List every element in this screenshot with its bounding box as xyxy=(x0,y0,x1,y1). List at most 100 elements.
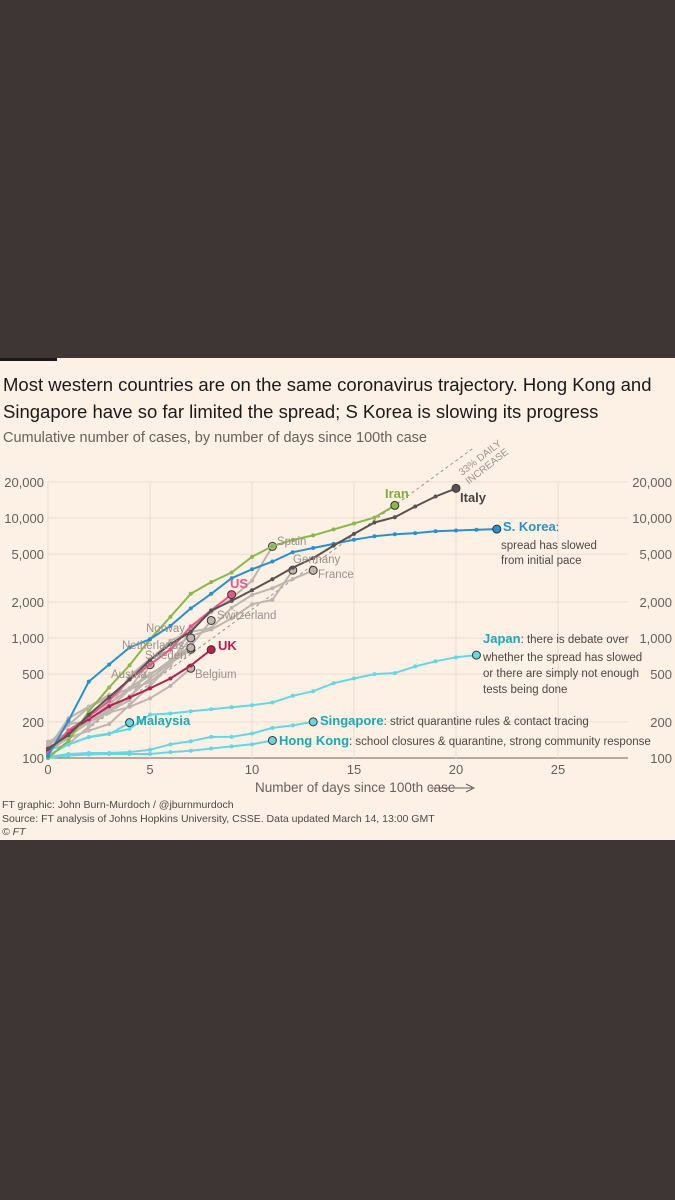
series-endpoint-singapore xyxy=(308,717,318,727)
label-france: France xyxy=(318,569,354,581)
y-tick-label-right: 20,000 xyxy=(632,475,672,490)
data-point xyxy=(66,718,71,723)
data-point xyxy=(372,515,377,520)
data-point xyxy=(46,753,50,758)
data-point xyxy=(127,695,132,700)
data-point xyxy=(209,707,214,712)
data-point xyxy=(352,521,356,526)
footer-credit: FT graphic: John Burn-Murdoch / @jburnmu… xyxy=(2,799,234,811)
series-line-iran xyxy=(47,504,396,759)
data-point xyxy=(148,671,152,676)
data-point xyxy=(86,705,91,710)
label-italy: Italy xyxy=(460,490,487,505)
series-endpoint-japan xyxy=(471,650,481,660)
y-tick-label-left: 500 xyxy=(22,667,44,682)
series-line-hong-kong xyxy=(47,739,273,759)
data-point xyxy=(148,686,152,691)
data-point xyxy=(127,663,132,668)
data-point xyxy=(250,567,254,572)
data-point xyxy=(270,559,275,564)
chart-subtitle: Cumulative number of cases, by number of… xyxy=(3,430,427,446)
label-spain: Spain xyxy=(277,536,306,548)
japan-note-1: whether the spread has slowed xyxy=(482,652,642,664)
data-point xyxy=(392,532,397,537)
data-point xyxy=(209,608,214,613)
data-point xyxy=(250,554,254,559)
data-point xyxy=(168,750,173,755)
label-singapore: Singapore: strict quarantine rules & con… xyxy=(320,713,589,728)
data-point xyxy=(372,672,377,677)
data-point xyxy=(168,614,173,619)
y-tick-label-left: 2,000 xyxy=(11,595,44,610)
label-austria: Austria xyxy=(111,669,147,681)
series-endpoint-iran xyxy=(390,500,400,510)
data-point xyxy=(168,683,173,688)
data-point xyxy=(107,751,112,756)
japan-note-2: or there are simply not enough xyxy=(483,668,639,680)
data-point xyxy=(66,728,71,733)
data-point xyxy=(250,588,254,593)
data-point xyxy=(290,565,295,570)
data-point xyxy=(229,734,234,739)
data-point xyxy=(66,738,71,743)
data-point xyxy=(454,655,458,660)
data-point xyxy=(188,663,193,668)
series-endpoint-uk xyxy=(206,645,216,655)
data-point xyxy=(209,626,214,631)
data-point xyxy=(168,647,173,652)
data-point xyxy=(250,703,254,708)
data-point xyxy=(107,722,112,727)
data-point xyxy=(413,531,418,536)
y-tick-label-right: 100 xyxy=(650,751,672,766)
y-tick-label-left: 10,000 xyxy=(4,511,44,526)
label-switzerland: Switzerland xyxy=(217,610,276,622)
x-tick-label: 20 xyxy=(449,762,463,777)
japan-note-3: tests being done xyxy=(483,684,567,696)
y-tick-label-left: 200 xyxy=(22,715,44,730)
y-tick-label-right: 5,000 xyxy=(639,547,672,562)
data-point xyxy=(168,642,173,647)
data-point xyxy=(168,660,173,665)
s-korea-note-1: spread has slowed xyxy=(501,540,597,552)
label-s-korea: S. Korea: xyxy=(503,519,559,534)
data-point xyxy=(188,624,193,629)
data-point xyxy=(148,637,152,642)
series-japan xyxy=(46,650,481,758)
data-point xyxy=(229,616,234,621)
data-point xyxy=(148,676,152,681)
data-point xyxy=(290,723,295,728)
x-axis-arrow-icon xyxy=(430,783,476,793)
data-point xyxy=(86,709,91,714)
data-point xyxy=(209,580,214,585)
data-point xyxy=(290,693,295,698)
data-point xyxy=(66,751,71,756)
label-norway: Norway xyxy=(146,623,185,635)
data-point xyxy=(270,700,275,705)
data-point xyxy=(290,577,295,582)
data-point xyxy=(148,658,152,663)
y-tick-label-left: 20,000 xyxy=(4,475,44,490)
ft-accent-bar xyxy=(0,358,57,361)
data-point xyxy=(168,623,173,628)
data-point xyxy=(188,606,193,611)
y-tick-label-right: 200 xyxy=(650,715,672,730)
reference-line-label: 33% DAILY INCREASE xyxy=(457,438,511,487)
data-point xyxy=(433,494,438,499)
data-point xyxy=(148,712,152,717)
label-us: US xyxy=(230,576,248,591)
data-point xyxy=(127,750,132,755)
chart-panel: Most western countries are on the same c… xyxy=(0,358,675,840)
y-tick-label-right: 10,000 xyxy=(632,511,672,526)
label-belgium: Belgium xyxy=(195,669,237,681)
data-point xyxy=(127,726,132,731)
x-tick-label: 0 xyxy=(44,762,51,777)
data-point xyxy=(46,743,50,748)
data-point xyxy=(127,698,132,703)
label-hong-kong: Hong Kong: school closures & quarantine,… xyxy=(279,733,651,748)
data-point xyxy=(86,734,91,739)
data-point xyxy=(474,527,479,532)
y-tick-label-right: 2,000 xyxy=(639,595,672,610)
label-sweden: Sweden xyxy=(145,650,187,662)
footer-source: Source: FT analysis of Johns Hopkins Uni… xyxy=(2,813,435,825)
data-point xyxy=(86,728,91,733)
